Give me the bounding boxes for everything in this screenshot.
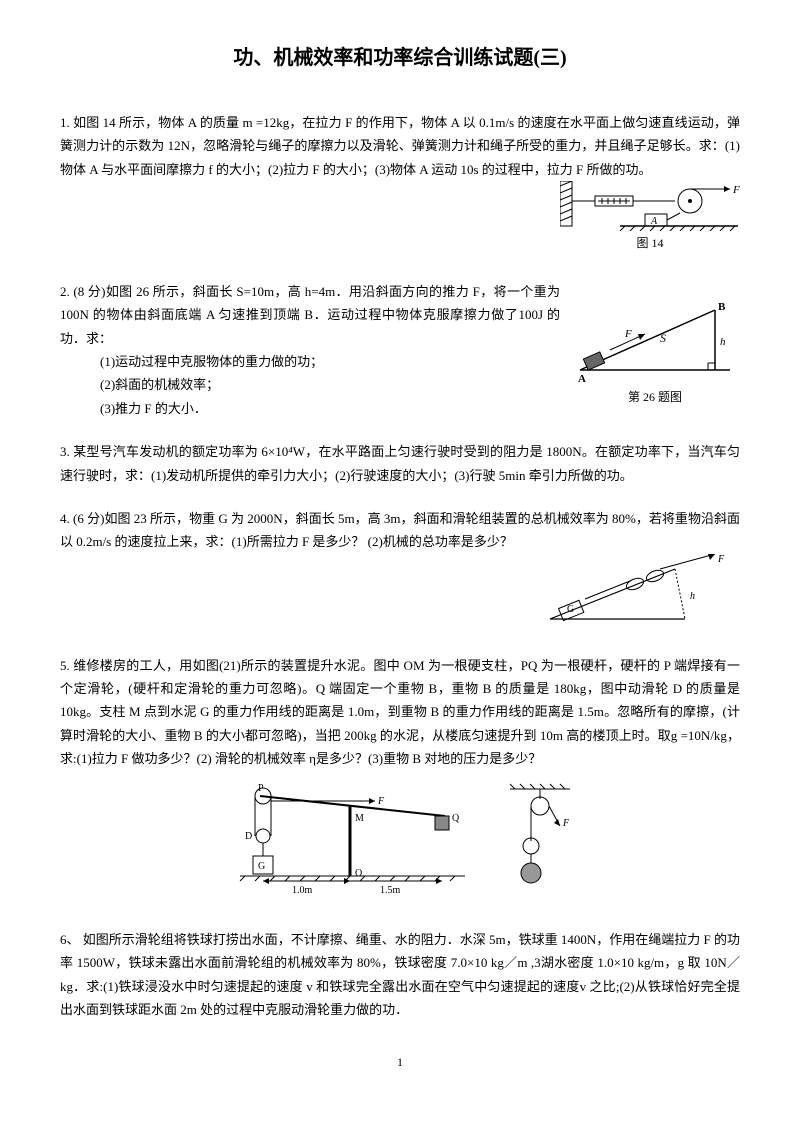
svg-text:F: F (562, 818, 570, 829)
problem-body: (6 分)如图 23 所示，物重 G 为 2000N，斜面长 5m，高 3m，斜… (60, 511, 740, 549)
svg-text:F: F (732, 184, 740, 196)
problem-5: 5. 维修楼房的工人，用如图(21)所示的装置提升水泥。图中 OM 为一根硬支柱… (60, 654, 740, 908)
svg-text:1.0m: 1.0m (292, 885, 313, 896)
svg-text:G: G (567, 604, 574, 615)
figure-21: P M O D G F Q 1.0m (60, 781, 740, 908)
figure-26: F S h A B 第 26 题图 (570, 300, 740, 409)
figure-14: F A 图 14 (560, 181, 740, 255)
svg-text:1.5m: 1.5m (380, 885, 401, 896)
problem-number: 4. (60, 511, 70, 526)
svg-text:O: O (355, 868, 362, 879)
problem-number: 5. (60, 658, 70, 673)
figure-26-caption: 第 26 题图 (570, 387, 740, 409)
page-title: 功、机械效率和功率综合训练试题(三) (60, 40, 740, 76)
problem-body: 某型号汽车发动机的额定功率为 6×10⁴W，在水平路面上匀速行驶时受到的阻力是 … (60, 444, 740, 482)
svg-text:A: A (650, 216, 658, 227)
svg-text:F: F (377, 796, 385, 807)
svg-text:A: A (578, 373, 586, 385)
problem-number: 6、 (60, 932, 80, 947)
svg-text:P: P (258, 783, 264, 794)
problem-body: 如图 14 所示，物体 A 的质量 m =12kg，在拉力 F 的作用下，物体 … (60, 115, 740, 177)
svg-text:S: S (660, 331, 666, 345)
problem-3: 3. 某型号汽车发动机的额定功率为 6×10⁴W，在水平路面上匀速行驶时受到的阻… (60, 440, 740, 487)
problem-head: (8 分)如图 26 所示，斜面长 S=10m，高 h=4m．用沿斜面方向的推力… (60, 284, 560, 346)
svg-text:B: B (718, 301, 726, 313)
svg-text:F: F (624, 328, 632, 340)
problem-number: 1. (60, 115, 70, 130)
problem-1: 1. 如图 14 所示，物体 A 的质量 m =12kg，在拉力 F 的作用下，… (60, 111, 740, 260)
svg-text:h: h (720, 336, 726, 348)
problem-number: 2. (60, 284, 70, 299)
svg-text:D: D (245, 831, 252, 842)
svg-text:h: h (690, 591, 695, 602)
problem-number: 3. (60, 444, 70, 459)
figure-14-caption: 图 14 (560, 233, 740, 255)
problem-4: 4. (6 分)如图 23 所示，物重 G 为 2000N，斜面长 5m，高 3… (60, 507, 740, 634)
problem-2: F S h A B 第 26 题图 2. (8 分)如图 26 所示，斜面长 S… (60, 280, 740, 420)
svg-text:G: G (258, 861, 265, 872)
svg-text:Q: Q (452, 813, 460, 824)
problem-body: 维修楼房的工人，用如图(21)所示的装置提升水泥。图中 OM 为一根硬支柱，PQ… (60, 658, 740, 767)
problem-6: 6、 如图所示滑轮组将铁球打捞出水面，不计摩擦、绳重、水的阻力．水深 5m，铁球… (60, 928, 740, 1022)
svg-text:M: M (355, 813, 364, 824)
problem-body: 如图所示滑轮组将铁球打捞出水面，不计摩擦、绳重、水的阻力．水深 5m，铁球重 1… (60, 932, 740, 1017)
svg-text:F: F (717, 554, 725, 565)
page-number: 1 (60, 1052, 740, 1074)
figure-23: G F h (540, 554, 740, 629)
